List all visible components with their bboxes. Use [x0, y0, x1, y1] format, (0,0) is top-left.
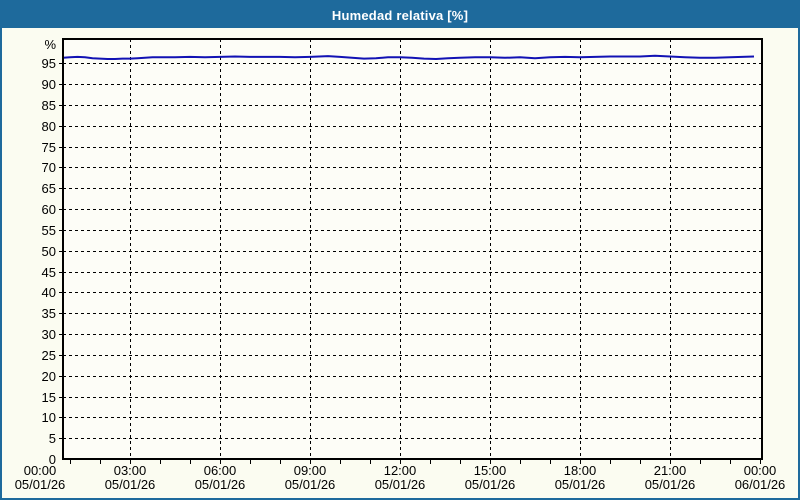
- titlebar: Humedad relativa [%]: [2, 2, 798, 28]
- y-tick-label: 35: [42, 306, 56, 321]
- h-gridlines: [63, 63, 762, 439]
- y-tick-label: 60: [42, 202, 56, 217]
- y-tick-label: 30: [42, 327, 56, 342]
- x-tick-date-label: 05/01/26: [645, 477, 696, 492]
- y-tick-label: 45: [42, 265, 56, 280]
- x-tick-time-label: 21:00: [654, 463, 687, 478]
- y-tick-label: 55: [42, 223, 56, 238]
- y-tick-label: 70: [42, 160, 56, 175]
- x-tick-time-label: 09:00: [294, 463, 327, 478]
- x-tick-time-label: 18:00: [564, 463, 597, 478]
- x-tick-time-label: 03:00: [114, 463, 147, 478]
- x-tick-date-label: 06/01/26: [735, 477, 786, 492]
- x-tick-date-label: 05/01/26: [465, 477, 516, 492]
- y-axis-tick-labels: 0 5 10 15 20 25 30 35 40 45 50 55 60 65 70 75 80 85 90 95: [42, 56, 56, 467]
- x-tick-time-label: 06:00: [204, 463, 237, 478]
- y-tick-label: 15: [42, 390, 56, 405]
- y-tick-label: 95: [42, 56, 56, 71]
- y-tick-label: 40: [42, 285, 56, 300]
- y-tick-label: 20: [42, 369, 56, 384]
- x-axis-labels: 00:0005/01/2603:0005/01/2606:0005/01/260…: [15, 463, 786, 492]
- y-tick-label: 50: [42, 244, 56, 259]
- y-tick-label: 75: [42, 140, 56, 155]
- humidity-line-chart: 0 5 10 15 20 25 30 35 40 45 50 55 60 65 70 75 80 85 90 95% 0…: [15, 37, 786, 492]
- y-tick-label: 85: [42, 98, 56, 113]
- humidity-series-line: [63, 54, 755, 60]
- x-tick-date-label: 05/01/26: [285, 477, 336, 492]
- y-tick-label: 25: [42, 348, 56, 363]
- x-tick-time-label: 15:00: [474, 463, 507, 478]
- x-tick-time-label: 00:00: [744, 463, 777, 478]
- y-tick-label: 0: [49, 452, 56, 467]
- x-tick-time-label: 00:00: [24, 463, 57, 478]
- x-tick-date-label: 05/01/26: [555, 477, 606, 492]
- y-tick-label: 10: [42, 410, 56, 425]
- x-tick-date-label: 05/01/26: [375, 477, 426, 492]
- x-tick-time-label: 12:00: [384, 463, 417, 478]
- x-tick-date-label: 05/01/26: [105, 477, 156, 492]
- chart-area: 0 5 10 15 20 25 30 35 40 45 50 55 60 65 70 75 80 85 90 95% 0…: [2, 28, 798, 496]
- chart-title: Humedad relativa [%]: [331, 7, 469, 23]
- plot-frame: [62, 38, 763, 460]
- y-tick-label: 80: [42, 119, 56, 134]
- y-tick-label: 90: [42, 77, 56, 92]
- plot-background: [63, 39, 762, 459]
- x-tick-date-label: 05/01/26: [195, 477, 246, 492]
- y-axis-unit-label: %: [44, 37, 56, 52]
- x-tick-date-label: 05/01/26: [15, 477, 66, 492]
- v-gridlines: [130, 39, 671, 459]
- y-tick-label: 5: [49, 431, 56, 446]
- y-tick-label: 65: [42, 181, 56, 196]
